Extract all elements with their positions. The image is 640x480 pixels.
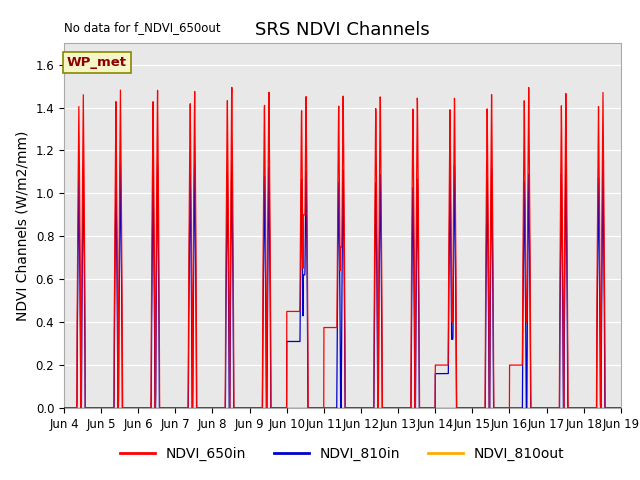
Legend: NDVI_650in, NDVI_810in, NDVI_810out: NDVI_650in, NDVI_810in, NDVI_810out (115, 442, 570, 467)
Y-axis label: NDVI Channels (W/m2/mm): NDVI Channels (W/m2/mm) (16, 131, 30, 321)
Text: No data for f_NDVI_650out: No data for f_NDVI_650out (64, 21, 221, 34)
Text: WP_met: WP_met (67, 56, 127, 69)
Title: SRS NDVI Channels: SRS NDVI Channels (255, 21, 430, 39)
